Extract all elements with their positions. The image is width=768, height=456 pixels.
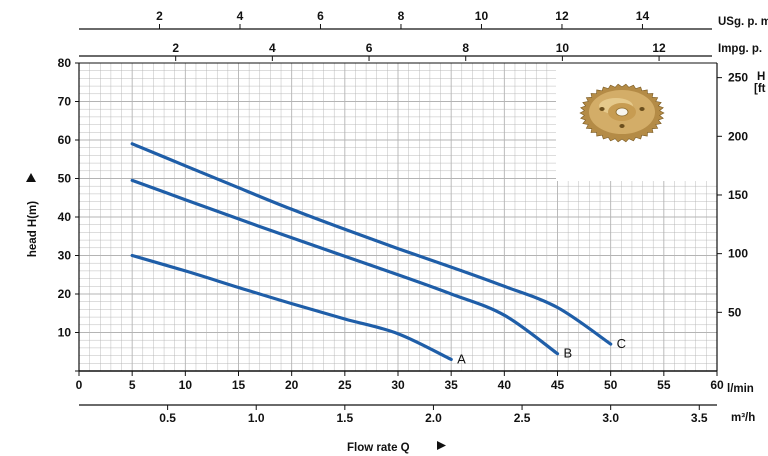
- ft-tick-label: 50: [728, 305, 742, 319]
- y-tick-label: 30: [58, 249, 72, 263]
- m3h-tick-label: 1.5: [336, 411, 353, 425]
- y-tick-label: 50: [58, 172, 72, 186]
- y-right-unit-line2: [ft: [754, 83, 766, 95]
- lmin-unit-label: l/min: [727, 383, 754, 395]
- usg-tick-label: 2: [156, 9, 163, 23]
- x-tick-label: 30: [391, 378, 405, 392]
- m3h-unit-label: m³/h: [731, 412, 755, 424]
- ft-tick-label: 200: [728, 129, 748, 143]
- m3h-tick-label: 2.0: [425, 411, 442, 425]
- x-axis-label: Flow rate Q: [347, 442, 410, 454]
- usg-tick-label: 12: [555, 9, 569, 23]
- usg-tick-label: 14: [636, 9, 650, 23]
- impg-tick-label: 2: [172, 41, 179, 55]
- x-tick-label: 40: [498, 378, 512, 392]
- y-tick-label: 20: [58, 287, 72, 301]
- x-tick-label: 25: [338, 378, 352, 392]
- impeller-hole: [599, 107, 605, 111]
- impg-unit-label: Impg. p.: [718, 43, 762, 55]
- y-tick-label: 10: [58, 326, 72, 340]
- x-tick-label: 10: [179, 378, 193, 392]
- ft-tick-label: 250: [728, 71, 748, 85]
- x-tick-label: 15: [232, 378, 246, 392]
- up-arrow-icon: [26, 173, 36, 182]
- x-tick-label: 20: [285, 378, 299, 392]
- usg-tick-label: 8: [398, 9, 405, 23]
- curve-B: [130, 178, 560, 356]
- performance-curves: A B C: [130, 142, 626, 366]
- impg-tick-label: 4: [269, 41, 276, 55]
- y-tick-label: 60: [58, 133, 72, 147]
- x-tick-label: 5: [129, 378, 136, 392]
- m3h-tick-label: 3.5: [691, 411, 708, 425]
- usg-tick-label: 4: [237, 9, 244, 23]
- x-tick-label: 55: [657, 378, 671, 392]
- impg-tick-label: 10: [556, 41, 570, 55]
- ft-tick-label: 100: [728, 247, 748, 261]
- right-arrow-icon: [437, 441, 446, 450]
- m3h-tick-label: 2.5: [514, 411, 531, 425]
- chart-axes: [75, 24, 722, 410]
- impeller-hole: [639, 107, 645, 111]
- impeller-hole: [619, 124, 625, 128]
- impg-tick-label: 12: [652, 41, 666, 55]
- x-tick-label: 60: [710, 378, 724, 392]
- impg-tick-label: 6: [366, 41, 373, 55]
- impeller-photo: [556, 63, 717, 181]
- y-right-unit-line1: H: [757, 71, 765, 83]
- y-axis-label: head H(m): [27, 201, 39, 257]
- ft-tick-label: 150: [728, 188, 748, 202]
- curve-A: [130, 253, 453, 361]
- y-tick-label: 70: [58, 95, 72, 109]
- curve-label-B: B: [564, 346, 573, 361]
- x-tick-label: 0: [76, 378, 83, 392]
- x-tick-label: 45: [551, 378, 565, 392]
- x-tick-label: 35: [444, 378, 458, 392]
- y-tick-label: 40: [58, 210, 72, 224]
- usg-unit-label: USg. p. m: [718, 16, 768, 28]
- y-tick-label: 80: [58, 56, 72, 70]
- x-tick-label: 50: [604, 378, 618, 392]
- curve-label-C: C: [617, 336, 626, 351]
- curve-C: [130, 142, 613, 346]
- usg-tick-label: 6: [317, 9, 324, 23]
- impeller-bore: [615, 107, 629, 117]
- m3h-tick-label: 1.0: [248, 411, 265, 425]
- impg-tick-label: 8: [462, 41, 469, 55]
- axis-titles: head H(m) H [ft Flow rate Q l/min m³/h U…: [26, 16, 768, 454]
- usg-tick-label: 10: [475, 9, 489, 23]
- m3h-tick-label: 0.5: [159, 411, 176, 425]
- curve-label-A: A: [457, 351, 466, 366]
- m3h-tick-label: 3.0: [602, 411, 619, 425]
